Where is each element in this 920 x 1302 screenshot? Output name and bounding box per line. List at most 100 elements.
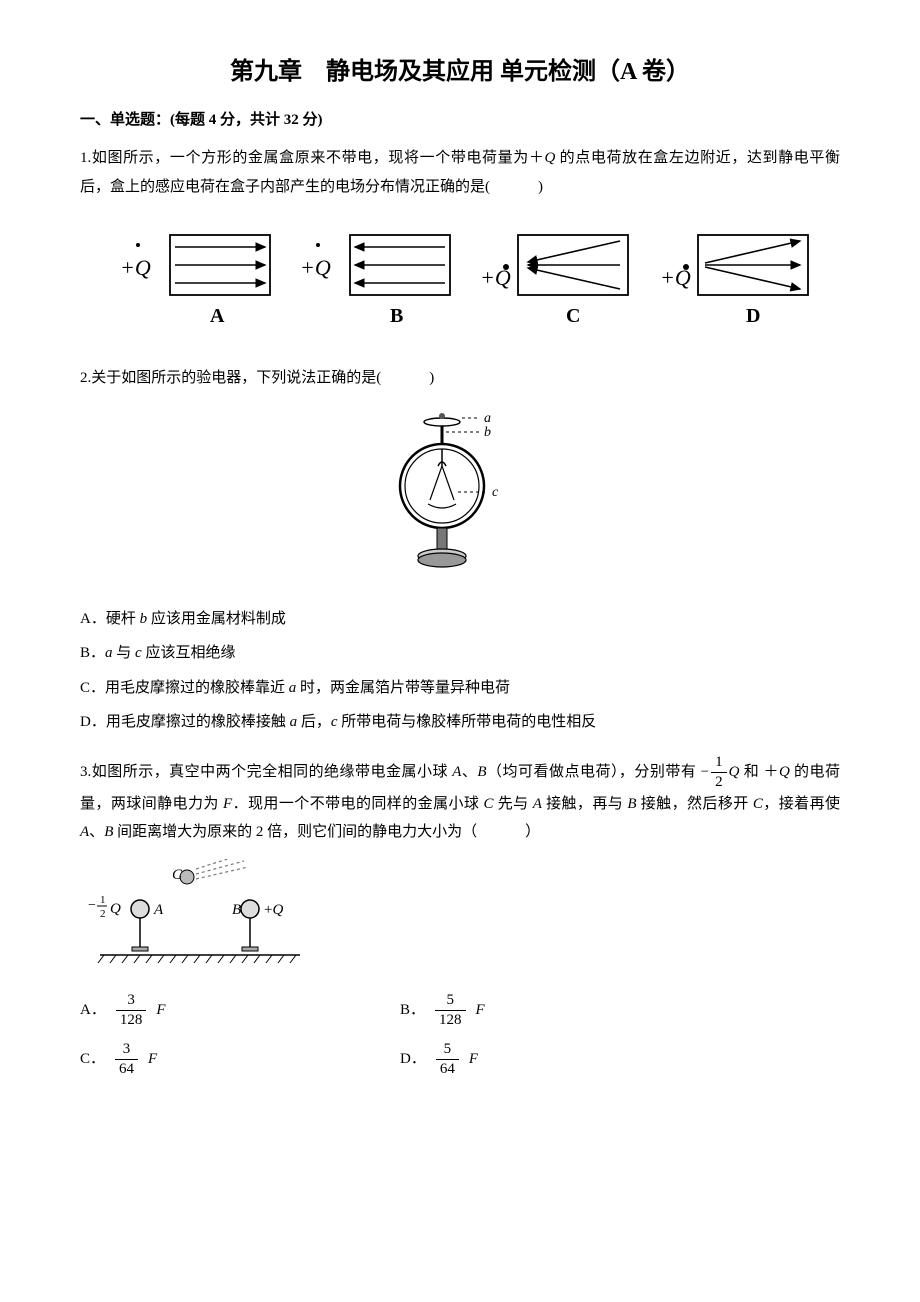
q1-figure: +Q A +Q B +Q C +Q D bbox=[80, 217, 840, 348]
svg-text:c: c bbox=[492, 485, 499, 500]
q3-s2: 、 bbox=[461, 764, 477, 780]
q3B-num: 5 bbox=[435, 993, 466, 1011]
frac-half: 12 bbox=[711, 755, 727, 790]
q3A-frac: 3128 bbox=[116, 993, 147, 1028]
q3-s3b: 和 bbox=[744, 764, 760, 780]
q1-C-plusQ: +Q bbox=[480, 265, 511, 290]
q3-s13: ） bbox=[525, 824, 540, 840]
q1-A-plusQ: +Q bbox=[120, 255, 151, 280]
q3-s4: ＋ bbox=[763, 764, 779, 780]
q1-stem-part1: 1.如图所示，一个方形的金属盒原来不带电，现将一个带电荷量为＋ bbox=[80, 150, 544, 166]
q3A-den: 128 bbox=[116, 1011, 147, 1028]
q3-option-C: C． 364 F bbox=[80, 1042, 400, 1077]
q3-Q2: Q bbox=[779, 764, 790, 780]
q2B-a: a bbox=[105, 645, 113, 661]
q3-C2: C bbox=[753, 796, 763, 812]
q2A-text2: 应该用金属材料制成 bbox=[147, 611, 286, 627]
q3A-F: F bbox=[156, 996, 165, 1025]
q1-optA-label: A bbox=[210, 305, 225, 327]
svg-text:C: C bbox=[172, 867, 183, 883]
q3D-frac: 564 bbox=[436, 1042, 459, 1077]
q3C-num: 3 bbox=[115, 1042, 138, 1060]
svg-text:a: a bbox=[484, 411, 491, 426]
question-2: 2.关于如图所示的验电器，下列说法正确的是() bbox=[80, 364, 840, 393]
q3C-label: C． bbox=[80, 1045, 105, 1074]
svg-text:B: B bbox=[232, 902, 241, 918]
section-header: 一、单选题：(每题 4 分，共计 32 分) bbox=[80, 106, 840, 135]
q3-s11: 、 bbox=[89, 824, 104, 840]
frac-den: 2 bbox=[711, 773, 727, 790]
q1-optD-label: D bbox=[746, 305, 760, 327]
q3-row2: C． 364 F D． 564 F bbox=[80, 1042, 840, 1077]
q3-s1: 3.如图所示，真空中两个完全相同的绝缘带电金属小球 bbox=[80, 764, 452, 780]
svg-text:+Q: +Q bbox=[264, 902, 283, 918]
q3-A2: A bbox=[533, 796, 542, 812]
svg-text:1: 1 bbox=[100, 894, 106, 906]
q3D-label: D． bbox=[400, 1045, 426, 1074]
svg-text:−: − bbox=[88, 898, 96, 913]
q3C-frac: 364 bbox=[115, 1042, 138, 1077]
q3B-den: 128 bbox=[435, 1011, 466, 1028]
q2B-text1: B． bbox=[80, 645, 105, 661]
svg-text:A: A bbox=[153, 902, 164, 918]
q2-option-A: A．硬杆 b 应该用金属材料制成 bbox=[80, 605, 840, 634]
q2B-text2: 与 bbox=[113, 645, 136, 661]
q2D-a: a bbox=[290, 714, 298, 730]
q2-option-C: C．用毛皮摩擦过的橡胶棒靠近 a 时，两金属箔片带等量异种电荷 bbox=[80, 674, 840, 703]
q3-s12: 间距离增大为原来的 2 倍，则它们间的静电力大小为（ bbox=[113, 824, 477, 840]
q3-s10: ，接着再使 bbox=[763, 796, 840, 812]
svg-text:2: 2 bbox=[100, 908, 106, 920]
q2-stem: 2.关于如图所示的验电器，下列说法正确的是( bbox=[80, 370, 381, 386]
question-3: 3.如图所示，真空中两个完全相同的绝缘带电金属小球 A、B（均可看做点电荷），分… bbox=[80, 755, 840, 847]
q3-figure: C A − 1 2 Q B +Q bbox=[80, 859, 840, 980]
question-1: 1.如图所示，一个方形的金属盒原来不带电，现将一个带电荷量为＋Q 的点电荷放在盒… bbox=[80, 144, 840, 201]
q1-optB-label: B bbox=[390, 305, 403, 327]
q2A-b: b bbox=[140, 611, 148, 627]
q2-figure: a b c bbox=[80, 408, 840, 589]
q3C-F: F bbox=[148, 1045, 157, 1074]
q3-A3: A bbox=[80, 824, 89, 840]
q3-B: B bbox=[477, 764, 486, 780]
q3-B3: B bbox=[104, 824, 113, 840]
q1-stem-close: ) bbox=[538, 179, 543, 195]
q3B-F: F bbox=[476, 996, 485, 1025]
q1-Q-symbol: Q bbox=[544, 150, 555, 166]
q3B-frac: 5128 bbox=[435, 993, 466, 1028]
q3-Q: Q bbox=[729, 764, 740, 780]
q3-option-A: A． 3128 F bbox=[80, 993, 400, 1028]
q1-D-plusQ: +Q bbox=[660, 265, 691, 290]
page-title: 第九章 静电场及其应用 单元检测（A 卷） bbox=[80, 50, 840, 96]
q2D-text1: D．用毛皮摩擦过的橡胶棒接触 bbox=[80, 714, 290, 730]
q2C-text2: 时，两金属箔片带等量异种电荷 bbox=[296, 680, 510, 696]
q2D-c: c bbox=[331, 714, 338, 730]
q3-option-B: B． 5128 F bbox=[400, 993, 720, 1028]
q3B-label: B． bbox=[400, 996, 425, 1025]
q3-C: C bbox=[484, 796, 494, 812]
q1-optC-label: C bbox=[566, 305, 580, 327]
q2A-text1: A．硬杆 bbox=[80, 611, 140, 627]
q3A-num: 3 bbox=[116, 993, 147, 1011]
svg-text:Q: Q bbox=[110, 901, 121, 917]
q3-F: F bbox=[223, 796, 232, 812]
q3-option-D: D． 564 F bbox=[400, 1042, 720, 1077]
q3-s6: ．现用一个不带电的同样的金属小球 bbox=[232, 796, 483, 812]
q2D-text2: 后， bbox=[297, 714, 331, 730]
q3A-label: A． bbox=[80, 996, 106, 1025]
q3-neg: − bbox=[701, 764, 709, 780]
q3-B2: B bbox=[627, 796, 636, 812]
q3D-num: 5 bbox=[436, 1042, 459, 1060]
q3-A: A bbox=[452, 764, 461, 780]
q2C-text1: C．用毛皮摩擦过的橡胶棒靠近 bbox=[80, 680, 289, 696]
q3-row1: A． 3128 F B． 5128 F bbox=[80, 993, 840, 1028]
q3-s3: （均可看做点电荷），分别带有 bbox=[487, 764, 697, 780]
frac-num: 1 bbox=[711, 755, 727, 773]
q3-s9: 接触，然后移开 bbox=[637, 796, 753, 812]
q3D-F: F bbox=[469, 1045, 478, 1074]
q2B-text3: 应该互相绝缘 bbox=[142, 645, 236, 661]
q2B-c: c bbox=[135, 645, 142, 661]
q2-stem-close: ) bbox=[429, 370, 434, 386]
q2D-text3: 所带电荷与橡胶棒所带电荷的电性相反 bbox=[338, 714, 597, 730]
q3-s7: 先与 bbox=[494, 796, 533, 812]
q3D-den: 64 bbox=[436, 1060, 459, 1077]
svg-text:b: b bbox=[484, 425, 491, 440]
